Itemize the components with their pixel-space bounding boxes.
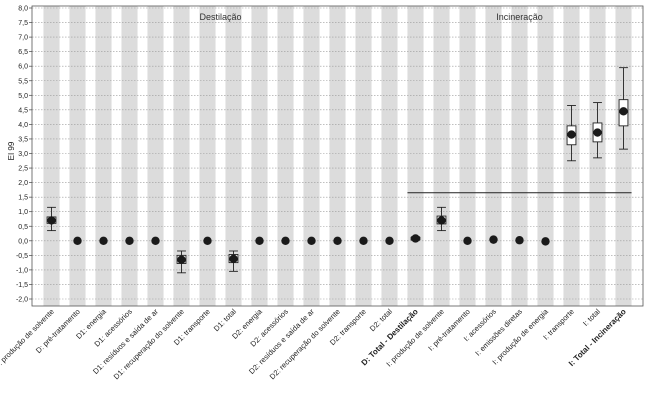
mean-point	[333, 236, 342, 245]
mean-point	[541, 237, 550, 246]
y-tick-label: 2,5	[18, 166, 28, 173]
category-band	[251, 6, 268, 306]
mean-point	[229, 254, 238, 264]
category-band	[355, 6, 372, 306]
category-band	[95, 6, 112, 306]
mean-point	[489, 235, 498, 244]
y-tick-label: 2,0	[18, 180, 28, 187]
category-band	[277, 6, 294, 306]
category-band	[381, 6, 398, 306]
mean-point	[73, 236, 82, 245]
category-band	[329, 6, 346, 306]
mean-point	[255, 236, 264, 245]
category-band	[69, 6, 86, 306]
mean-point	[593, 128, 602, 137]
mean-point	[203, 236, 212, 245]
y-tick-label: 3,0	[18, 151, 28, 158]
category-band	[615, 6, 632, 306]
y-tick-label: 6,0	[18, 64, 28, 71]
mean-point	[359, 236, 368, 245]
mean-point	[177, 255, 186, 264]
mean-point	[463, 236, 472, 245]
group-label: Incineração	[496, 12, 543, 22]
category-band	[459, 6, 476, 306]
category-band	[225, 6, 242, 306]
y-tick-label: 1,5	[18, 195, 28, 202]
mean-point	[99, 236, 108, 245]
mean-point	[411, 234, 420, 243]
group-labels: Destilação Incineração	[199, 12, 542, 22]
mean-point	[567, 130, 576, 139]
category-band	[147, 6, 164, 306]
y-tick-label: 0,0	[18, 238, 28, 245]
y-tick-label: 1,0	[18, 209, 28, 216]
chart-background	[43, 6, 632, 306]
y-axis: -2,0 -1,5 -1,0 -0,5 0,0 0,5 1,0 1,5 2,0 2,5 3,0 3,5…	[16, 6, 32, 304]
category-band	[511, 6, 528, 306]
y-tick-label: 4,0	[18, 122, 28, 129]
mean-point	[47, 216, 56, 225]
y-tick-label: 0,5	[18, 224, 28, 231]
group-label: Destilação	[199, 12, 241, 22]
y-tick-label: -1,0	[16, 267, 28, 274]
y-tick-label: 7,5	[18, 20, 28, 27]
mean-point	[125, 236, 134, 245]
y-tick-label: -2,0	[16, 297, 28, 304]
plot-frame	[31, 5, 644, 307]
y-tick-label: -1,5	[16, 282, 28, 289]
y-axis-label: EI 99	[7, 141, 16, 160]
y-tick-label: 6,5	[18, 49, 28, 56]
mean-point	[515, 236, 524, 245]
category-band	[433, 6, 450, 306]
mean-point	[151, 236, 160, 245]
y-tick-label: 3,5	[18, 136, 28, 143]
category-band	[121, 6, 138, 306]
y-tick-label: 7,0	[18, 35, 28, 42]
plot-border	[31, 5, 644, 307]
x-tick-label: I: emissões diretas	[473, 307, 524, 358]
y-tick-label: 5,0	[18, 93, 28, 100]
mean-point	[619, 107, 628, 116]
data-marks	[46, 67, 632, 274]
category-band	[537, 6, 554, 306]
mean-point	[385, 236, 394, 245]
category-band	[43, 6, 60, 306]
category-band	[199, 6, 216, 306]
category-band	[303, 6, 320, 306]
category-band	[485, 6, 502, 306]
y-tick-label: 8,0	[18, 6, 28, 13]
x-tick-label: I: total	[581, 307, 602, 328]
y-tick-label: 5,5	[18, 78, 28, 85]
category-band	[407, 6, 424, 306]
mean-point	[437, 216, 446, 225]
y-tick-label: -0,5	[16, 253, 28, 260]
y-tick-label: 4,5	[18, 107, 28, 114]
mean-point	[281, 236, 290, 245]
mean-point	[307, 236, 316, 245]
